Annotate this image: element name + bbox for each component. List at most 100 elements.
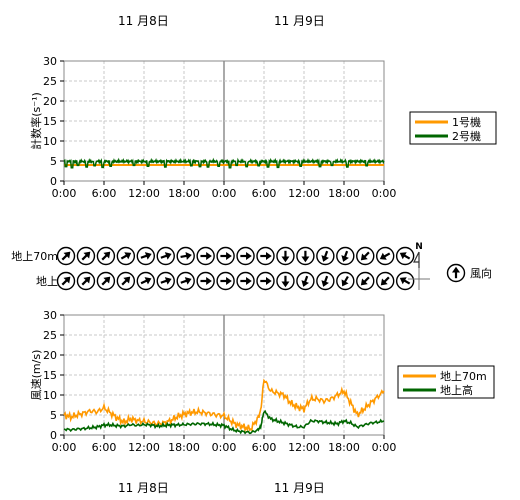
count-rate-ytick-label: 15 (43, 115, 57, 128)
wind-direction-legend-label: 風向 (470, 266, 492, 280)
arrow-head (123, 276, 131, 284)
arrow-head (164, 277, 172, 285)
arrow-glyph (101, 276, 111, 286)
count-rate-ytick-label: 0 (50, 175, 57, 188)
arrow-head (164, 252, 172, 260)
arrow-shaft (120, 254, 128, 260)
arrow-head (281, 256, 290, 263)
arrow-glyph (200, 252, 212, 260)
wind-direction-arrow (156, 246, 175, 266)
arrow-glyph (120, 252, 132, 260)
arrow-glyph (281, 250, 290, 263)
arrow-shaft (363, 276, 370, 283)
arrow-shaft (101, 279, 108, 286)
arrow-glyph (360, 251, 370, 261)
count-rate-xtick-label: 6:00 (252, 187, 277, 200)
count-rate-legend-label: 2号機 (452, 129, 481, 143)
arrow-shaft (81, 254, 88, 261)
arrow-head (206, 277, 212, 285)
wind-direction-arrow (276, 271, 295, 291)
arrow-glyph (180, 251, 192, 260)
arrow-glyph (160, 252, 172, 260)
arrow-head (184, 277, 192, 285)
arrow-head (452, 266, 460, 273)
arrow-head (63, 276, 71, 284)
wind-direction-arrow (356, 271, 375, 291)
bottom-date-label-2: 11 月9日 (274, 481, 325, 495)
wind-direction-arrow (196, 271, 215, 291)
arrow-head (301, 256, 310, 263)
arrow-head (226, 277, 232, 285)
arrow-head (103, 276, 111, 284)
wind-direction-arrow (296, 246, 315, 266)
count-rate-xtick-label: 12:00 (288, 187, 320, 200)
arrow-shaft (180, 279, 188, 284)
arrow-head (206, 252, 212, 260)
wind-direction-arrow (56, 246, 76, 266)
arrow-head (379, 252, 387, 260)
arrow-head (185, 251, 192, 260)
arrow-glyph (121, 276, 131, 286)
arrow-shaft (61, 254, 68, 261)
count-rate-legend-box (409, 111, 497, 145)
wind-speed-legend-label: 地上70m (440, 370, 487, 383)
arrow-glyph (61, 251, 71, 261)
wind-direction-arrow (76, 271, 96, 291)
arrow-glyph (301, 250, 310, 263)
wind-direction-arrow (136, 246, 156, 266)
count-rate-xtick-label: 12:00 (128, 187, 160, 200)
arrow-head (246, 252, 252, 260)
wind-speed-xtick-label: 0:00 (372, 441, 397, 454)
arrow-head (266, 252, 272, 260)
count-rate-line-unit2 (63, 157, 385, 169)
arrow-glyph (321, 250, 329, 262)
wind-speed-xtick-label: 12:00 (288, 441, 320, 454)
count-rate-xtick-label: 0:00 (52, 187, 77, 200)
arrow-glyph (140, 252, 152, 260)
wind-speed-chart: 0 5 10 15 20 25 30 0:00 6:00 12:00 18:00 0:00 6:00 12… (30, 309, 396, 454)
wind-speed-xtick-label: 18:00 (168, 441, 200, 454)
wind-speed-ytick-label: 0 (50, 429, 57, 442)
arrow-glyph (452, 266, 460, 279)
count-rate-xtick-label: 0:00 (212, 187, 237, 200)
arrow-glyph (240, 252, 252, 260)
arrow-shaft (81, 279, 88, 286)
wind-speed-ytick-label: 20 (43, 349, 57, 362)
wind-row-label: 地上70m (11, 250, 58, 263)
arrow-shaft (180, 254, 187, 258)
wind-speed-ytick-label: 30 (43, 309, 57, 322)
wind-direction-arrow (395, 246, 415, 266)
arrow-head (144, 252, 152, 260)
wind-direction-arrow (116, 246, 136, 266)
arrow-shaft (403, 279, 411, 285)
arrow-glyph (220, 252, 232, 260)
arrow-glyph (360, 276, 370, 286)
wind-direction-arrow (176, 246, 195, 266)
arrow-glyph (399, 252, 411, 260)
wind-direction-arrow (96, 271, 116, 291)
count-rate-legend-label: 1号機 (452, 115, 481, 129)
arrow-head (341, 255, 349, 262)
arrow-head (380, 278, 388, 286)
compass-north-label: N (415, 242, 423, 252)
wind-speed-line-ground (63, 409, 385, 435)
arrow-shaft (121, 279, 128, 286)
wind-direction-arrow (376, 271, 395, 291)
wind-direction-arrow (236, 246, 255, 266)
arrow-glyph (200, 277, 212, 285)
compass-needle (413, 251, 420, 268)
count-rate-xtick-label: 0:00 (372, 187, 397, 200)
arrow-head (246, 277, 252, 285)
wind-direction-arrow (156, 271, 175, 291)
wind-speed-ytick-label: 5 (50, 409, 57, 422)
arrow-shaft (61, 279, 68, 286)
arrow-shaft (383, 276, 390, 283)
arrow-glyph (341, 250, 349, 262)
count-rate-ytick-label: 20 (43, 95, 57, 108)
count-rate-chart: 0 5 10 15 20 25 30 0:00 6:00 12:00 18:00 0:00 6:00 12… (29, 55, 396, 200)
arrow-head (266, 277, 272, 285)
wind-direction-arrow (376, 246, 395, 266)
compass-icon: N (408, 242, 430, 290)
arrow-glyph (140, 277, 152, 285)
